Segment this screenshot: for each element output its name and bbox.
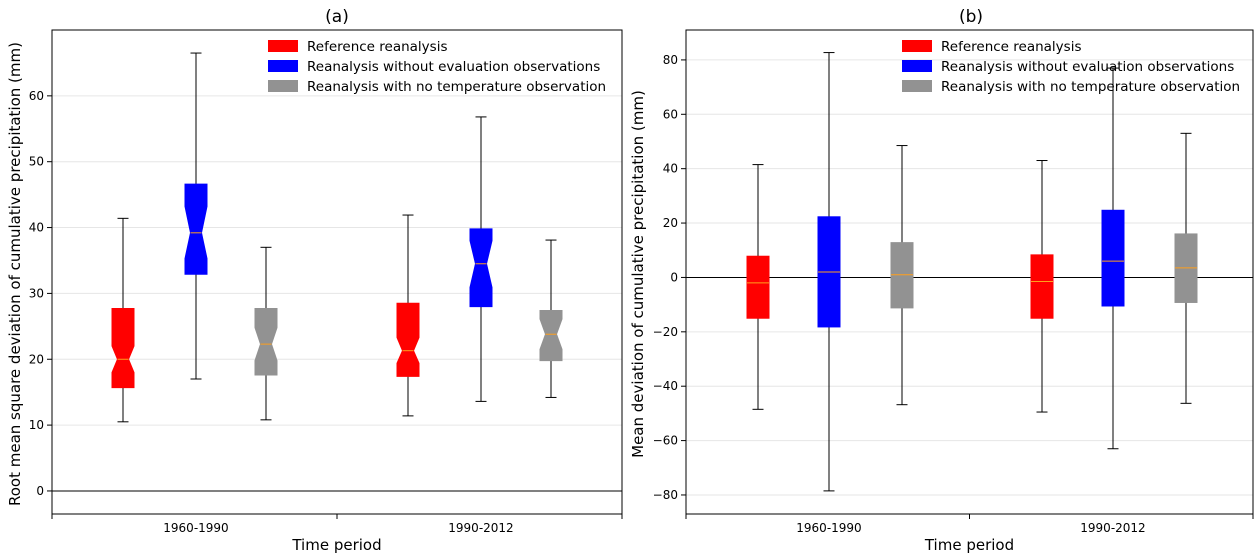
y-tick-label: 50 <box>29 155 44 169</box>
box <box>1030 254 1054 319</box>
box <box>1101 209 1125 307</box>
box <box>539 310 563 362</box>
x-axis-label: Time period <box>924 536 1014 553</box>
box <box>469 228 493 308</box>
legend-swatch <box>268 80 298 92</box>
y-tick-label: −60 <box>653 434 678 448</box>
box <box>184 183 208 275</box>
chart-title: (b) <box>959 7 983 27</box>
y-tick-label: 0 <box>36 484 44 498</box>
legend-swatch <box>902 60 932 72</box>
x-tick-label: 1990-2012 <box>1080 521 1145 535</box>
legend-swatch <box>902 40 932 52</box>
box <box>111 308 135 389</box>
y-tick-label: −20 <box>653 325 678 339</box>
legend-label: Reference reanalysis <box>941 39 1082 55</box>
legend-swatch <box>268 60 298 72</box>
legend-label: Reference reanalysis <box>307 39 448 55</box>
legend-label: Reanalysis with no temperature observati… <box>941 79 1240 95</box>
legend-label: Reanalysis without evaluation observatio… <box>307 59 600 75</box>
y-tick-label: 0 <box>670 270 678 284</box>
y-axis-label: Root mean square deviation of cumulative… <box>6 42 24 506</box>
x-axis-label: Time period <box>291 536 381 553</box>
legend-label: Reanalysis without evaluation observatio… <box>941 59 1234 75</box>
box <box>890 242 914 309</box>
y-axis-label: Mean deviation of cumulative precipitati… <box>629 90 647 458</box>
legend-label: Reanalysis with no temperature observati… <box>307 79 606 95</box>
box <box>254 308 278 376</box>
y-tick-label: 40 <box>663 162 678 176</box>
legend-swatch <box>902 80 932 92</box>
box <box>396 302 420 377</box>
y-tick-label: 60 <box>29 89 44 103</box>
box <box>746 255 770 319</box>
y-tick-label: 10 <box>29 418 44 432</box>
y-tick-label: 20 <box>29 352 44 366</box>
y-tick-label: 40 <box>29 221 44 235</box>
plot-frame <box>51 29 623 515</box>
x-tick-label: 1990-2012 <box>448 521 513 535</box>
y-tick-label: −80 <box>653 488 678 502</box>
y-tick-label: 80 <box>663 53 678 67</box>
y-tick-label: 60 <box>663 107 678 121</box>
legend-swatch <box>268 40 298 52</box>
y-tick-label: 30 <box>29 286 44 300</box>
plot-frame <box>685 29 1254 515</box>
y-tick-label: 20 <box>663 216 678 230</box>
x-tick-label: 1960-1990 <box>163 521 228 535</box>
panel-a: 0 10 20 30 40 50 60 1960-1990 1990-2012 (a) Time p… <box>6 7 623 554</box>
y-tick-label: −40 <box>653 379 678 393</box>
chart-title: (a) <box>325 7 349 27</box>
x-tick-label: 1960-1990 <box>796 521 861 535</box>
panel-b: −80 −60 −40 −20 0 20 40 60 80 1960-1990 1990-2012 (… <box>629 7 1254 554</box>
